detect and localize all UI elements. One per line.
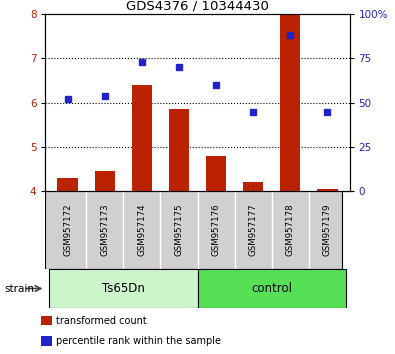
Text: GSM957172: GSM957172 xyxy=(63,204,72,256)
Bar xyxy=(49,269,198,308)
Text: Ts65Dn: Ts65Dn xyxy=(102,282,145,295)
Text: GSM957179: GSM957179 xyxy=(323,204,332,256)
Bar xyxy=(132,85,152,191)
Text: GSM957177: GSM957177 xyxy=(248,204,258,256)
Bar xyxy=(94,171,115,191)
Bar xyxy=(317,189,337,191)
Bar xyxy=(41,316,52,325)
Bar xyxy=(198,269,346,308)
Text: GSM957178: GSM957178 xyxy=(286,204,295,256)
Title: GDS4376 / 10344430: GDS4376 / 10344430 xyxy=(126,0,269,13)
Text: GSM957173: GSM957173 xyxy=(100,204,109,256)
Bar xyxy=(169,109,189,191)
Bar xyxy=(206,156,226,191)
Bar xyxy=(243,182,263,191)
Text: strain: strain xyxy=(4,284,34,293)
Text: GSM957175: GSM957175 xyxy=(175,204,183,256)
Text: transformed count: transformed count xyxy=(56,316,147,326)
Bar xyxy=(58,178,78,191)
Text: GSM957176: GSM957176 xyxy=(212,204,220,256)
Text: percentile rank within the sample: percentile rank within the sample xyxy=(56,336,221,346)
Text: control: control xyxy=(251,282,292,295)
Bar xyxy=(41,336,52,346)
Bar xyxy=(280,14,301,191)
Text: GSM957174: GSM957174 xyxy=(137,204,147,256)
